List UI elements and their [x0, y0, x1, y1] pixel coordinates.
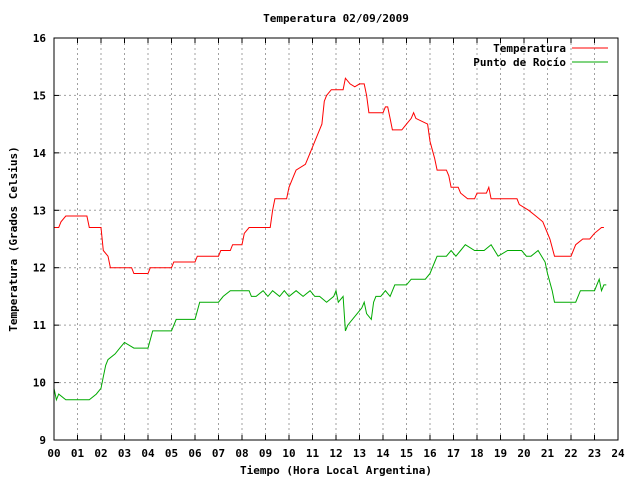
y-tick-label: 11 [33, 319, 47, 332]
x-tick-label: 01 [71, 447, 85, 460]
x-tick-label: 02 [94, 447, 107, 460]
series-line-2 [53, 243, 607, 402]
chart-title: Temperatura 02/09/2009 [263, 12, 409, 25]
y-tick-label: 12 [33, 262, 46, 275]
x-tick-label: 04 [141, 447, 155, 460]
grid [54, 38, 618, 440]
x-tick-label: 08 [235, 447, 248, 460]
legend-label-2: Punto de Rocío [473, 56, 566, 69]
x-tick-label: 21 [541, 447, 555, 460]
x-tick-label: 24 [611, 447, 625, 460]
x-axis-label: Tiempo (Hora Local Argentina) [240, 464, 432, 477]
x-tick-label: 09 [259, 447, 272, 460]
x-tick-label: 16 [423, 447, 437, 460]
x-tick-label: 10 [282, 447, 295, 460]
series-line-1 [54, 77, 604, 274]
x-tick-label: 19 [494, 447, 507, 460]
x-tick-label: 12 [329, 447, 342, 460]
x-tick-label: 23 [588, 447, 601, 460]
x-tick-label: 03 [118, 447, 131, 460]
x-tick-label: 05 [165, 447, 178, 460]
axis-ticks: 00 01 02 03 04 05 06 07 08 09 10 11 12 13 14 15 16 17 18 19… [33, 32, 625, 460]
plot-frame [53, 37, 619, 441]
y-tick-label: 10 [33, 377, 46, 390]
x-tick-label: 13 [353, 447, 366, 460]
x-tick-label: 11 [306, 447, 320, 460]
x-tick-label: 06 [188, 447, 202, 460]
legend-label-1: Temperatura [493, 42, 566, 55]
x-tick-label: 14 [376, 447, 390, 460]
y-tick-label: 15 [33, 89, 46, 102]
x-tick-label: 15 [400, 447, 413, 460]
y-tick-label: 14 [33, 147, 47, 160]
x-tick-label: 00 [47, 447, 60, 460]
y-tick-label: 13 [33, 204, 46, 217]
x-tick-label: 20 [517, 447, 530, 460]
x-tick-label: 07 [212, 447, 225, 460]
y-axis-label: Temperatura (Grados Celsius) [7, 146, 20, 331]
series-lines [53, 77, 607, 402]
x-tick-label: 22 [564, 447, 577, 460]
x-tick-label: 17 [447, 447, 460, 460]
x-tick-label: 18 [470, 447, 483, 460]
y-tick-label: 16 [33, 32, 47, 45]
y-tick-label: 9 [39, 434, 46, 447]
